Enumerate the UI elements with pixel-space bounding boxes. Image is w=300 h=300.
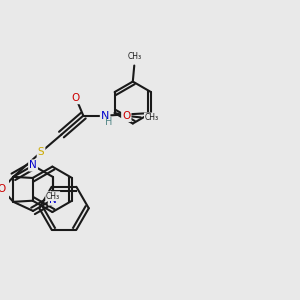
Text: CH₃: CH₃ <box>127 52 141 61</box>
Text: CH₃: CH₃ <box>144 113 158 122</box>
Text: CH₃: CH₃ <box>46 192 60 201</box>
Text: S: S <box>38 147 44 157</box>
Text: N: N <box>101 111 109 121</box>
Text: N: N <box>29 160 37 170</box>
Text: O: O <box>122 111 130 121</box>
Text: N: N <box>49 195 57 205</box>
Text: O: O <box>72 93 80 103</box>
Text: H: H <box>105 117 112 127</box>
Text: O: O <box>0 184 6 194</box>
